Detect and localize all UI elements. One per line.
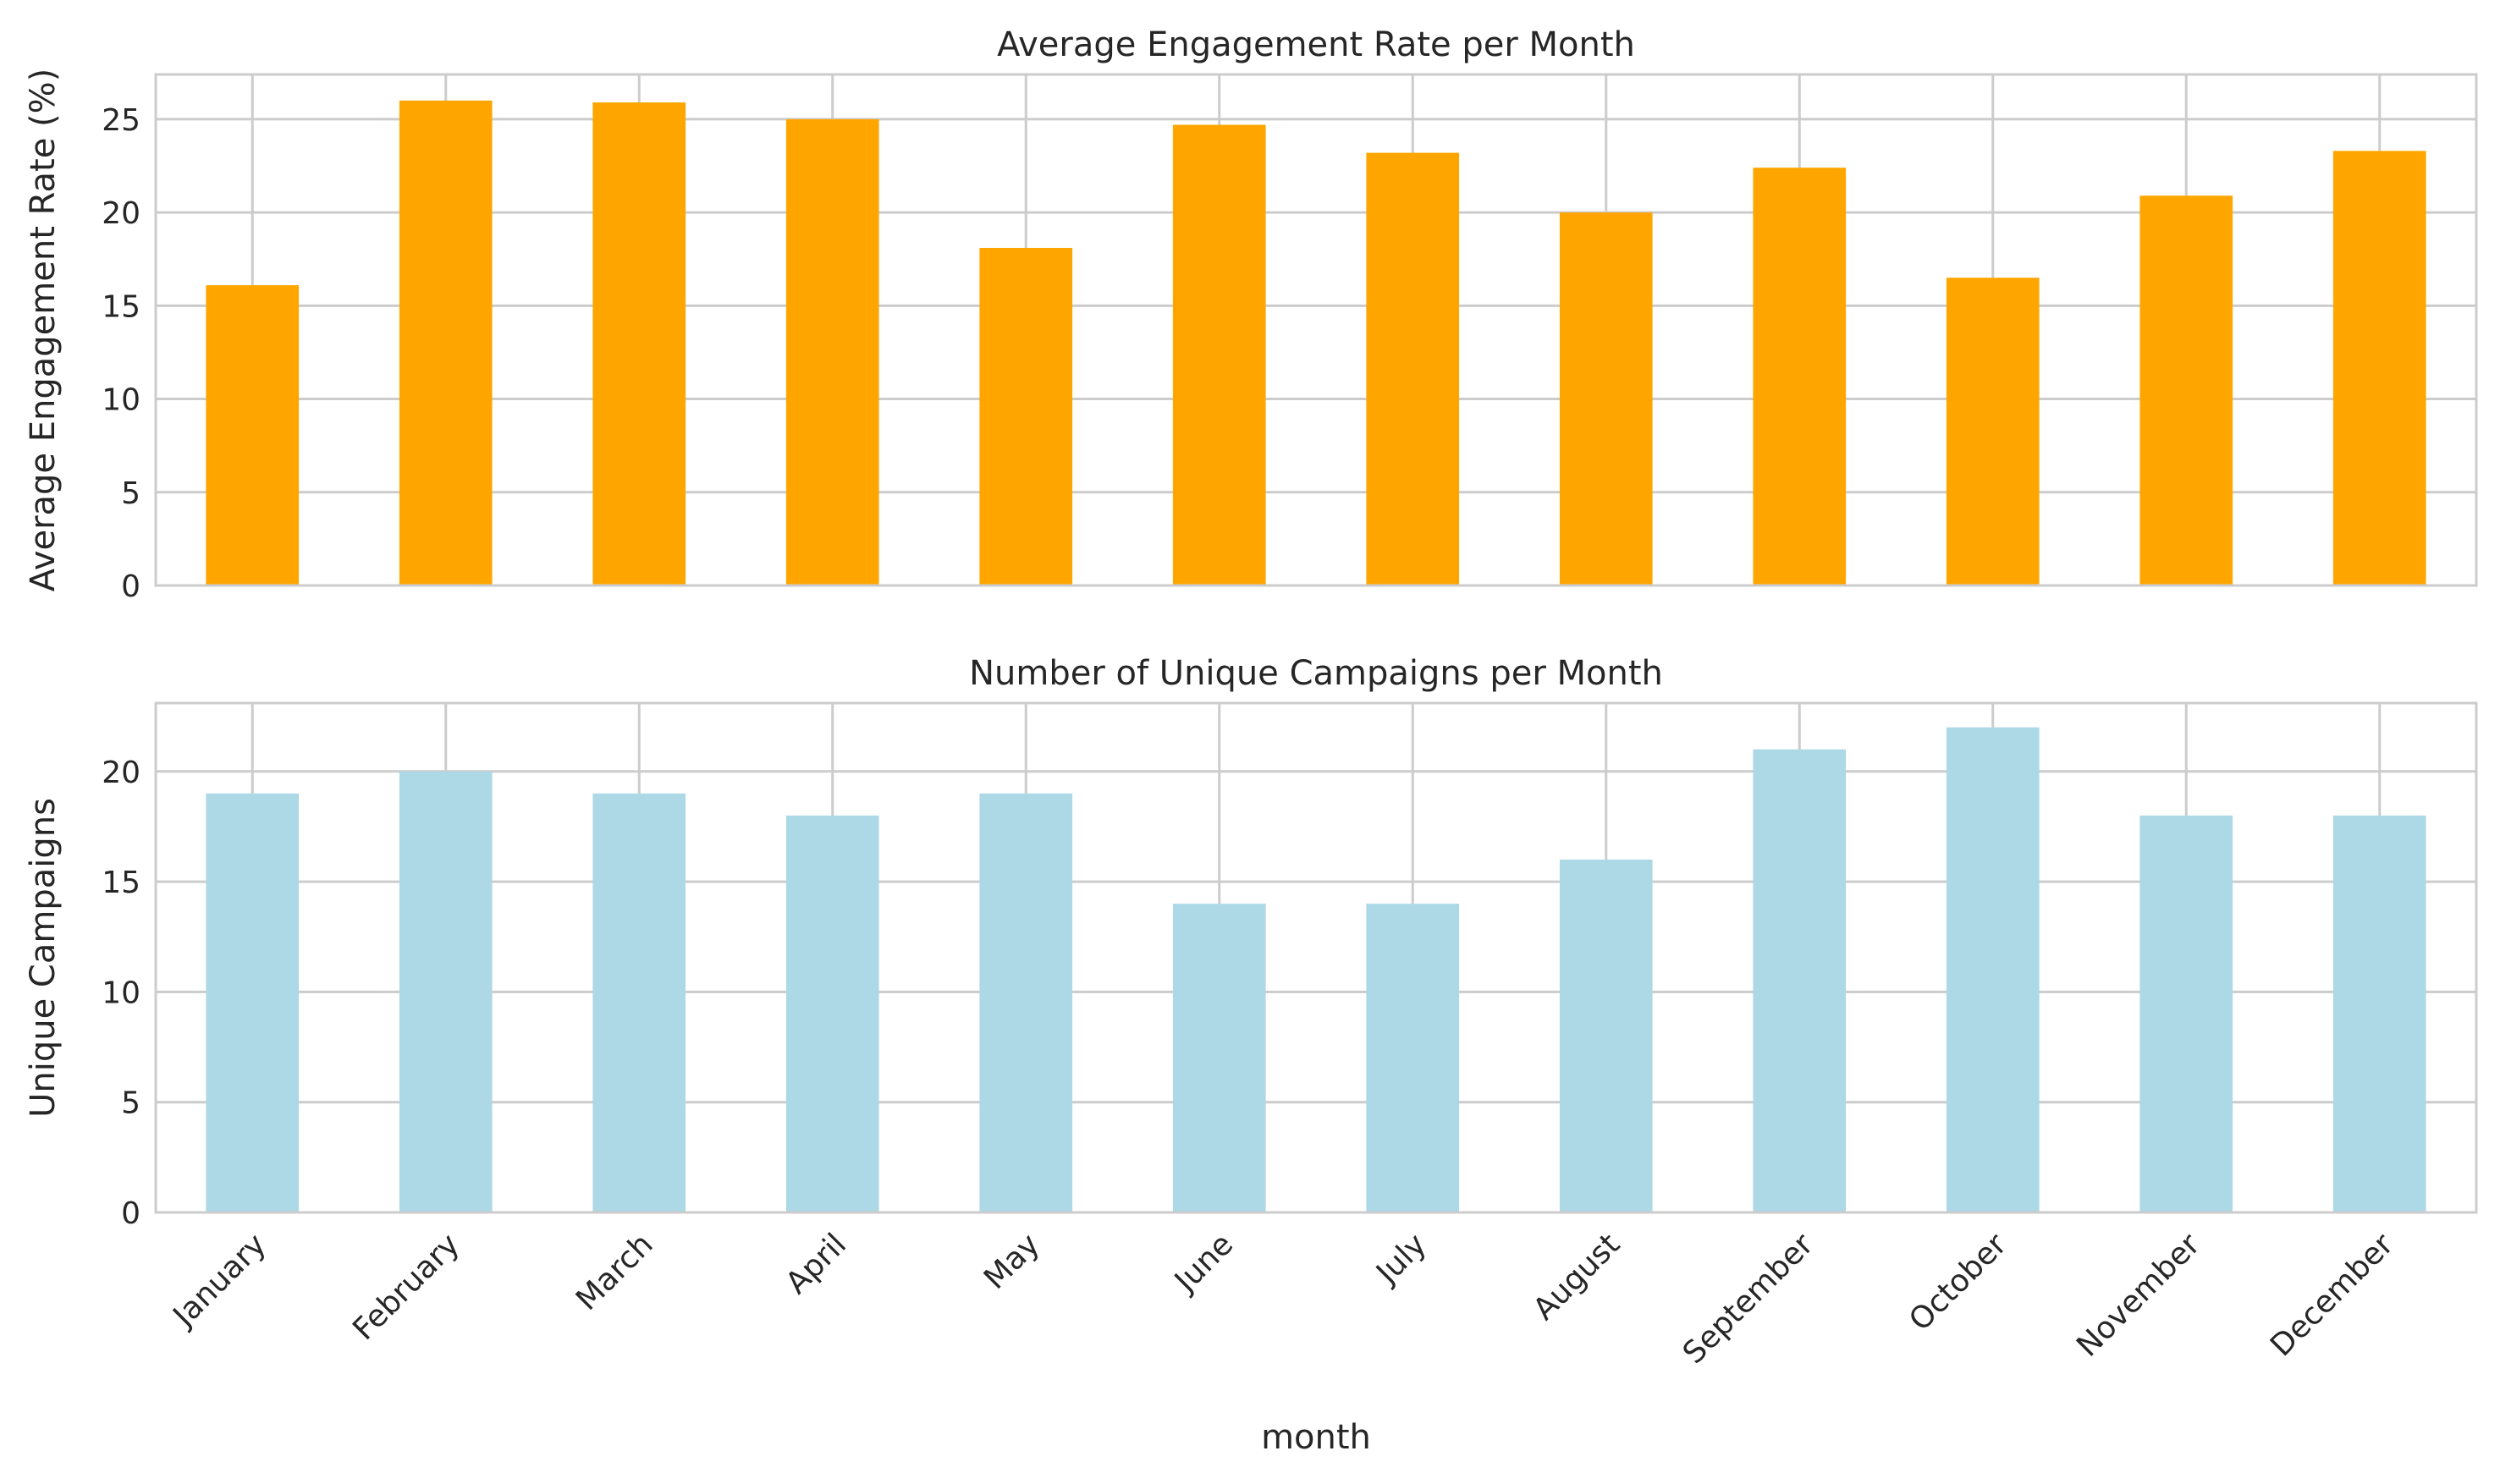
bar-july [1366,904,1460,1212]
y-tick-label: 10 [102,383,140,418]
y-tick-label: 0 [121,1196,140,1231]
bar-april [785,815,879,1212]
x-tick-label: April [779,1227,853,1300]
y-tick-label: 20 [102,196,140,231]
bar-march [592,793,686,1212]
x-tick-label: October [1903,1227,2013,1338]
x-tick-label: February [346,1227,466,1347]
bar-april [785,118,879,586]
bar-october [1946,727,2040,1212]
plot-frame [154,701,2478,1214]
bar-september [1753,749,1847,1212]
y-tick-label: 15 [102,289,140,324]
bar-march [592,102,686,586]
plot-frame [154,73,2478,587]
y-tick-label: 20 [102,756,140,790]
bar-june [1172,904,1266,1212]
bar-may [979,793,1073,1212]
x-tick-label: June [1167,1227,1240,1300]
y-tick-label: 15 [102,866,140,900]
x-tick-label: March [570,1227,660,1317]
bar-january [206,285,300,585]
x-tick-label: December [2264,1227,2400,1363]
chart-title: Average Engagement Rate per Month [997,25,1635,64]
y-axis-label: Unique Campaigns [24,798,63,1118]
y-axis-label: Average Engagement Rate (%) [24,69,63,591]
bar-february [399,100,493,585]
bar-february [399,771,493,1212]
bar-december [2332,815,2426,1212]
bar-january [206,793,300,1212]
x-tick-label: September [1677,1227,1820,1371]
x-axis-label: month [1261,1418,1371,1457]
y-tick-label: 0 [121,569,140,604]
bar-november [2139,815,2233,1212]
y-tick-label: 5 [121,1086,140,1121]
bar-october [1946,278,2040,585]
x-tick-label: November [2070,1227,2207,1364]
y-tick-label: 5 [121,476,140,511]
x-tick-label: January [166,1227,273,1334]
x-tick-label: August [1527,1227,1627,1327]
bar-august [1559,212,1653,585]
bar-may [979,248,1073,585]
chart-panel-1: 0 5 10 15 20 January February March April May June… [24,654,2478,1457]
chart-panel-0: 0 5 10 15 20 25 Average Engagement Rate per Mo… [24,25,2478,604]
x-tick-label: May [977,1227,1047,1296]
bar-september [1753,168,1847,585]
y-tick-label: 25 [102,103,140,138]
x-tick-label: July [1368,1227,1433,1291]
y-tick-label: 10 [102,976,140,1010]
bar-july [1366,152,1460,586]
bar-december [2332,151,2426,585]
bar-june [1172,124,1266,585]
chart-title: Number of Unique Campaigns per Month [969,654,1663,693]
bar-august [1559,860,1653,1212]
bar-november [2139,195,2233,585]
